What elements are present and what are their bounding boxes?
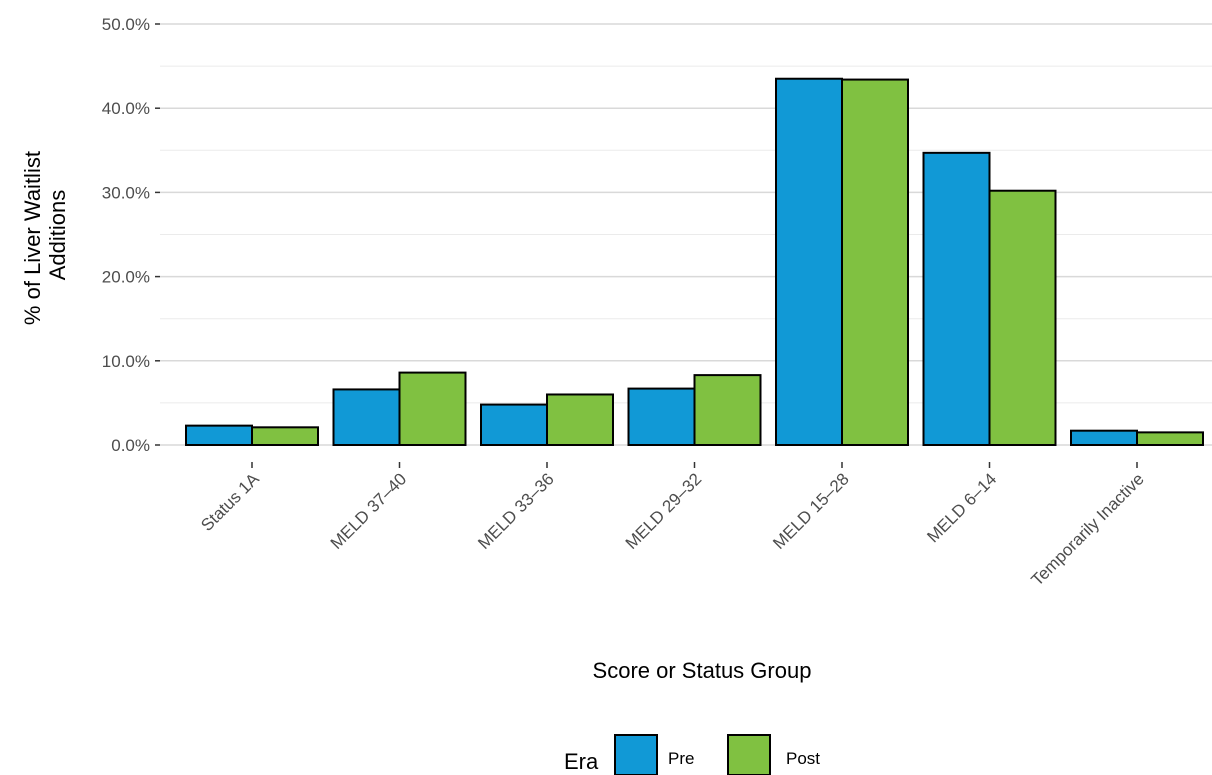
x-tick-label: MELD 15–28 [769,469,853,553]
x-axis-title: Score or Status Group [593,658,812,683]
bar-pre-0 [185,424,253,447]
x-axis: Status 1A MELD 37–40 MELD 33–36 MELD 29–32 M… [197,462,1148,590]
y-tick-label: 10.0% [102,352,150,371]
y-tick-label: 0.0% [111,436,150,455]
y-tick-label: 50.0% [102,15,150,34]
bar-post-2 [546,393,614,447]
bar-pre-3 [627,387,696,446]
y-axis: 0.0% 10.0% 20.0% 30.0% 40.0% 50.0% [102,15,160,455]
bar-post-4 [841,78,909,447]
bar-pre-4 [775,77,843,446]
legend-label-pre: Pre [668,749,694,768]
bar-post-0 [251,426,319,446]
y-axis-title: % of Liver Waitlist Additions [20,145,70,325]
bar-post-6 [1136,431,1204,446]
bars [185,77,1204,447]
bar-post-3 [693,374,762,447]
bar-pre-2 [480,403,548,447]
x-tick-label: MELD 33–36 [474,469,558,553]
bar-post-1 [398,371,467,447]
legend-label-post: Post [786,749,820,768]
y-axis-title-line-1: % of Liver Waitlist [20,151,45,325]
y-axis-title-line-2: Additions [45,190,70,281]
x-tick-label: MELD 6–14 [923,469,1000,546]
x-tick-label: MELD 29–32 [622,469,706,553]
y-tick-label: 30.0% [102,183,150,202]
bar-pre-1 [332,388,401,447]
x-tick-label: Status 1A [197,469,263,535]
bar-pre-6 [1070,429,1138,447]
y-tick-label: 40.0% [102,99,150,118]
legend-swatch-post [727,734,771,775]
legend-swatch-pre [614,734,658,775]
x-tick-label: MELD 37–40 [327,469,411,553]
legend: Era Pre Post [564,734,820,775]
x-tick-label: Temporarily Inactive [1027,469,1147,589]
bar-pre-5 [922,151,991,447]
legend-title: Era [564,749,599,774]
y-tick-label: 20.0% [102,268,150,287]
bar-post-5 [988,189,1057,446]
